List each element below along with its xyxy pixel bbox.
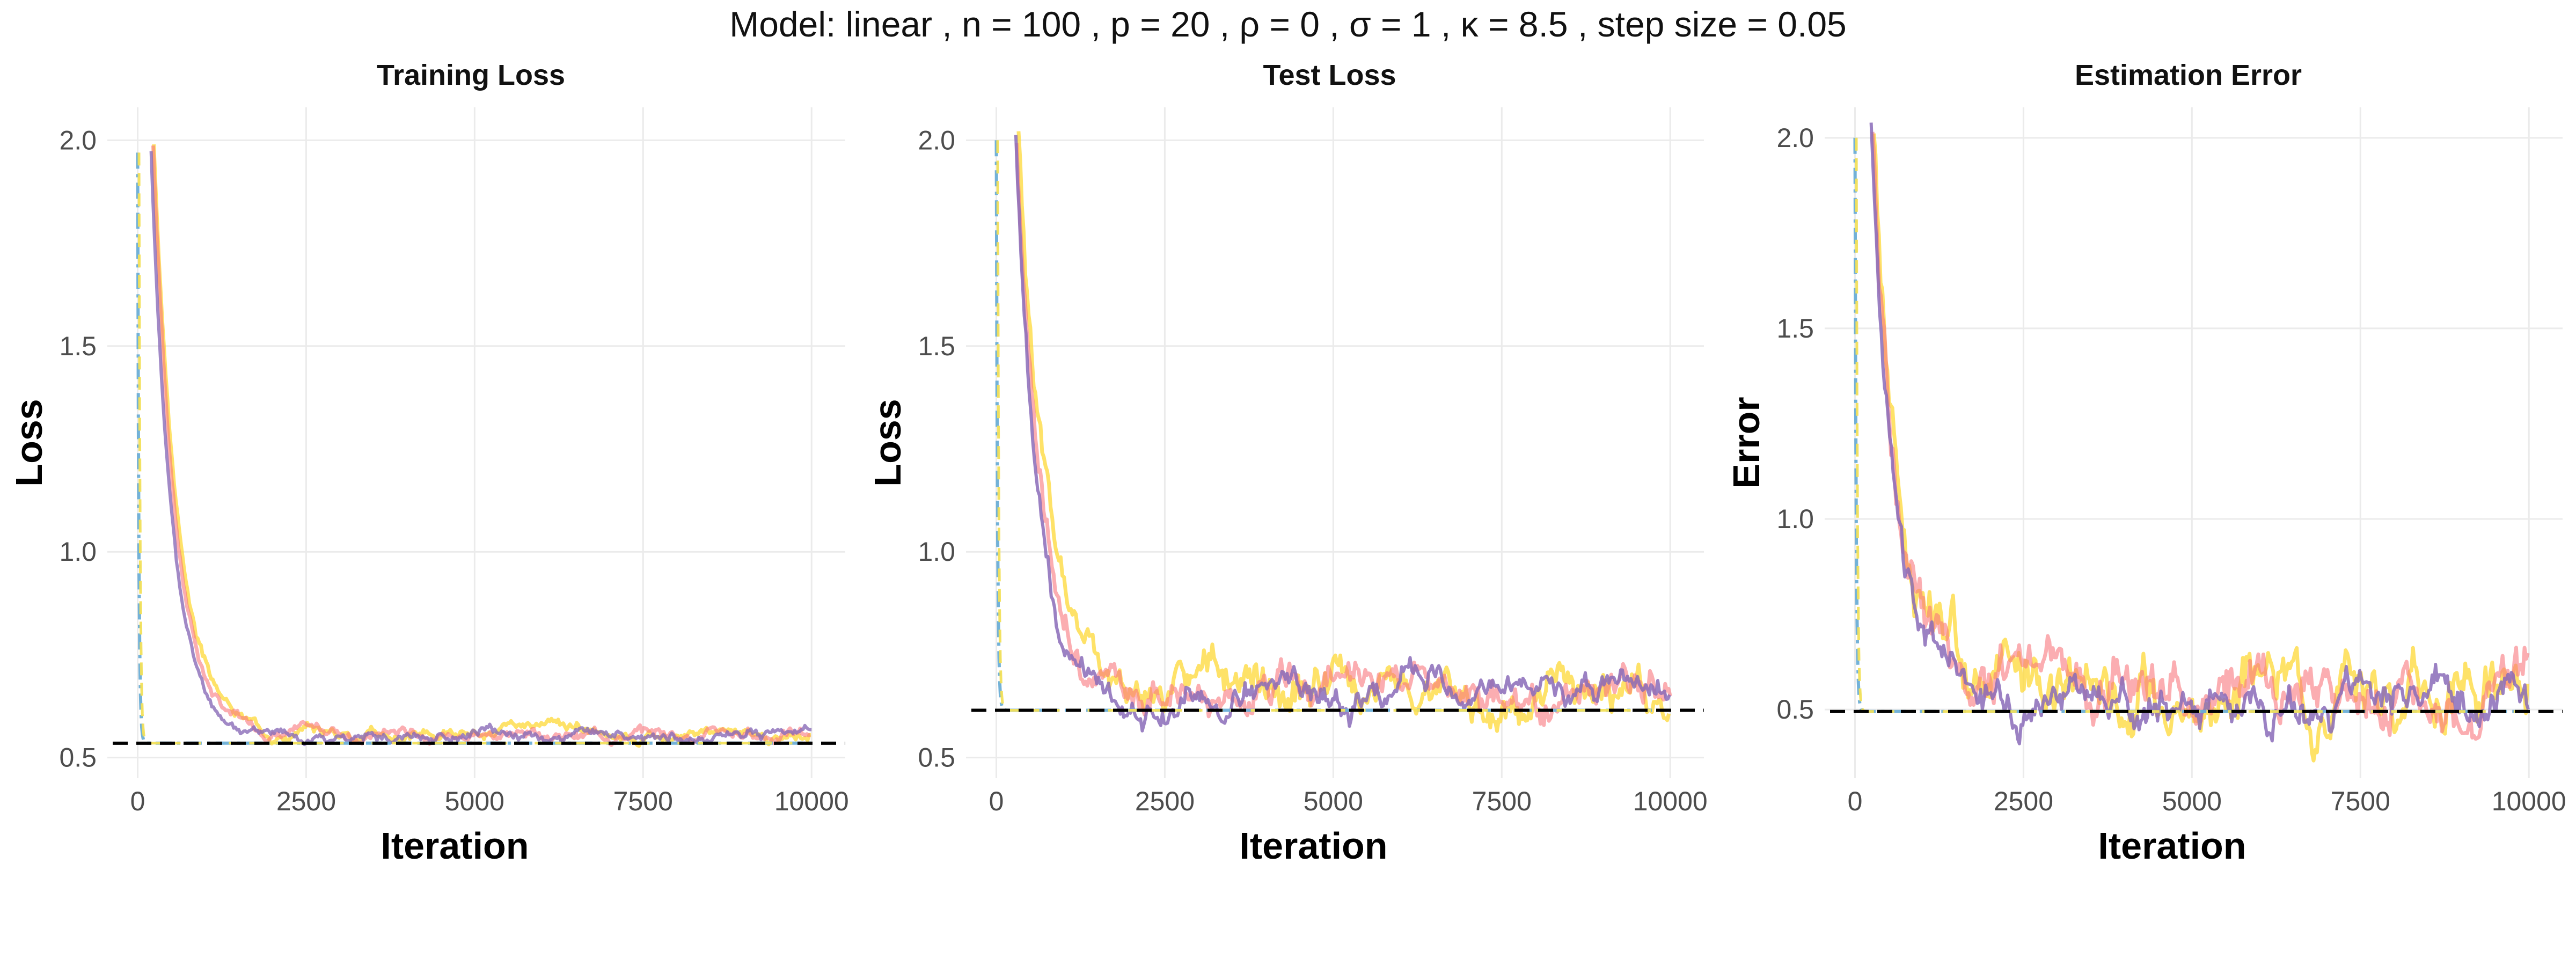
y-axis-label: Loss xyxy=(867,399,909,486)
x-axis-label: Iteration xyxy=(1239,825,1387,867)
series-line-1 xyxy=(1014,142,1672,727)
series-line-0 xyxy=(1872,133,2530,763)
y-tick-label: 1.5 xyxy=(59,331,97,361)
panel-test-loss: Test Loss 0 2500 5000 7500 10000 0.5 1.0 1.5 2.0 I… xyxy=(859,54,1717,902)
x-tick-label: 5000 xyxy=(2162,786,2222,816)
panel-estimation-error: Estimation Error 0 2500 5000 7500 10000 0.5 1.0… xyxy=(1717,54,2576,902)
y-tick-label: 1.5 xyxy=(1776,313,1814,343)
y-tick-label: 0.5 xyxy=(59,743,97,773)
series-line-1 xyxy=(1870,131,2530,741)
x-axis-label: Iteration xyxy=(2098,825,2246,867)
x-tick-label: 10000 xyxy=(774,786,849,816)
series-line-2 xyxy=(149,151,812,747)
x-tick-label: 10000 xyxy=(2492,786,2566,816)
y-tick-label: 2.0 xyxy=(918,125,955,155)
y-tick-label: 0.5 xyxy=(1776,694,1814,724)
x-tick-label: 0 xyxy=(1848,786,1863,816)
x-tick-label: 7500 xyxy=(1472,786,1532,816)
y-tick-label: 1.0 xyxy=(59,537,97,567)
x-tick-label: 0 xyxy=(989,786,1004,816)
chart-svg: Training Loss 0 2500 5000 7500 10000 0.5 1.0 1.5… xyxy=(8,59,849,867)
y-tick-label: 0.5 xyxy=(918,743,955,773)
y-tick-label: 1.0 xyxy=(1776,504,1814,534)
chart-svg: Estimation Error 0 2500 5000 7500 10000 0.5 1.0… xyxy=(1725,59,2566,867)
y-tick-label: 1.5 xyxy=(918,331,955,361)
x-tick-label: 7500 xyxy=(2331,786,2390,816)
chart-svg: Test Loss 0 2500 5000 7500 10000 0.5 1.0 1.5 2.0 I… xyxy=(867,59,1708,867)
series-line-1 xyxy=(151,145,811,747)
panel-title: Estimation Error xyxy=(2075,59,2302,91)
panel-training-loss: Training Loss 0 2500 5000 7500 10000 0.5 1.0 1.5… xyxy=(0,54,859,902)
panel-title: Training Loss xyxy=(377,59,565,91)
x-tick-label: 2500 xyxy=(1135,786,1195,816)
series-line-0 xyxy=(152,144,811,748)
x-tick-label: 5000 xyxy=(445,786,504,816)
x-tick-label: 7500 xyxy=(613,786,673,816)
x-tick-label: 2500 xyxy=(1994,786,2053,816)
series-line-0 xyxy=(1016,131,1671,733)
x-tick-label: 2500 xyxy=(276,786,336,816)
y-axis-label: Error xyxy=(1725,397,1767,488)
y-tick-label: 2.0 xyxy=(59,125,97,155)
x-tick-label: 10000 xyxy=(1633,786,1708,816)
panel-title: Test Loss xyxy=(1263,59,1396,91)
figure-title: Model: linear , n = 100 , p = 20 , ρ = 0… xyxy=(729,4,1847,44)
series-line-2 xyxy=(1014,135,1671,733)
y-axis-label: Loss xyxy=(8,399,50,486)
y-tick-label: 2.0 xyxy=(1776,123,1814,153)
y-tick-label: 1.0 xyxy=(918,537,955,567)
series-line-2 xyxy=(1869,122,2530,745)
x-tick-label: 5000 xyxy=(1304,786,1363,816)
x-axis-label: Iteration xyxy=(380,825,529,867)
x-tick-label: 0 xyxy=(130,786,145,816)
